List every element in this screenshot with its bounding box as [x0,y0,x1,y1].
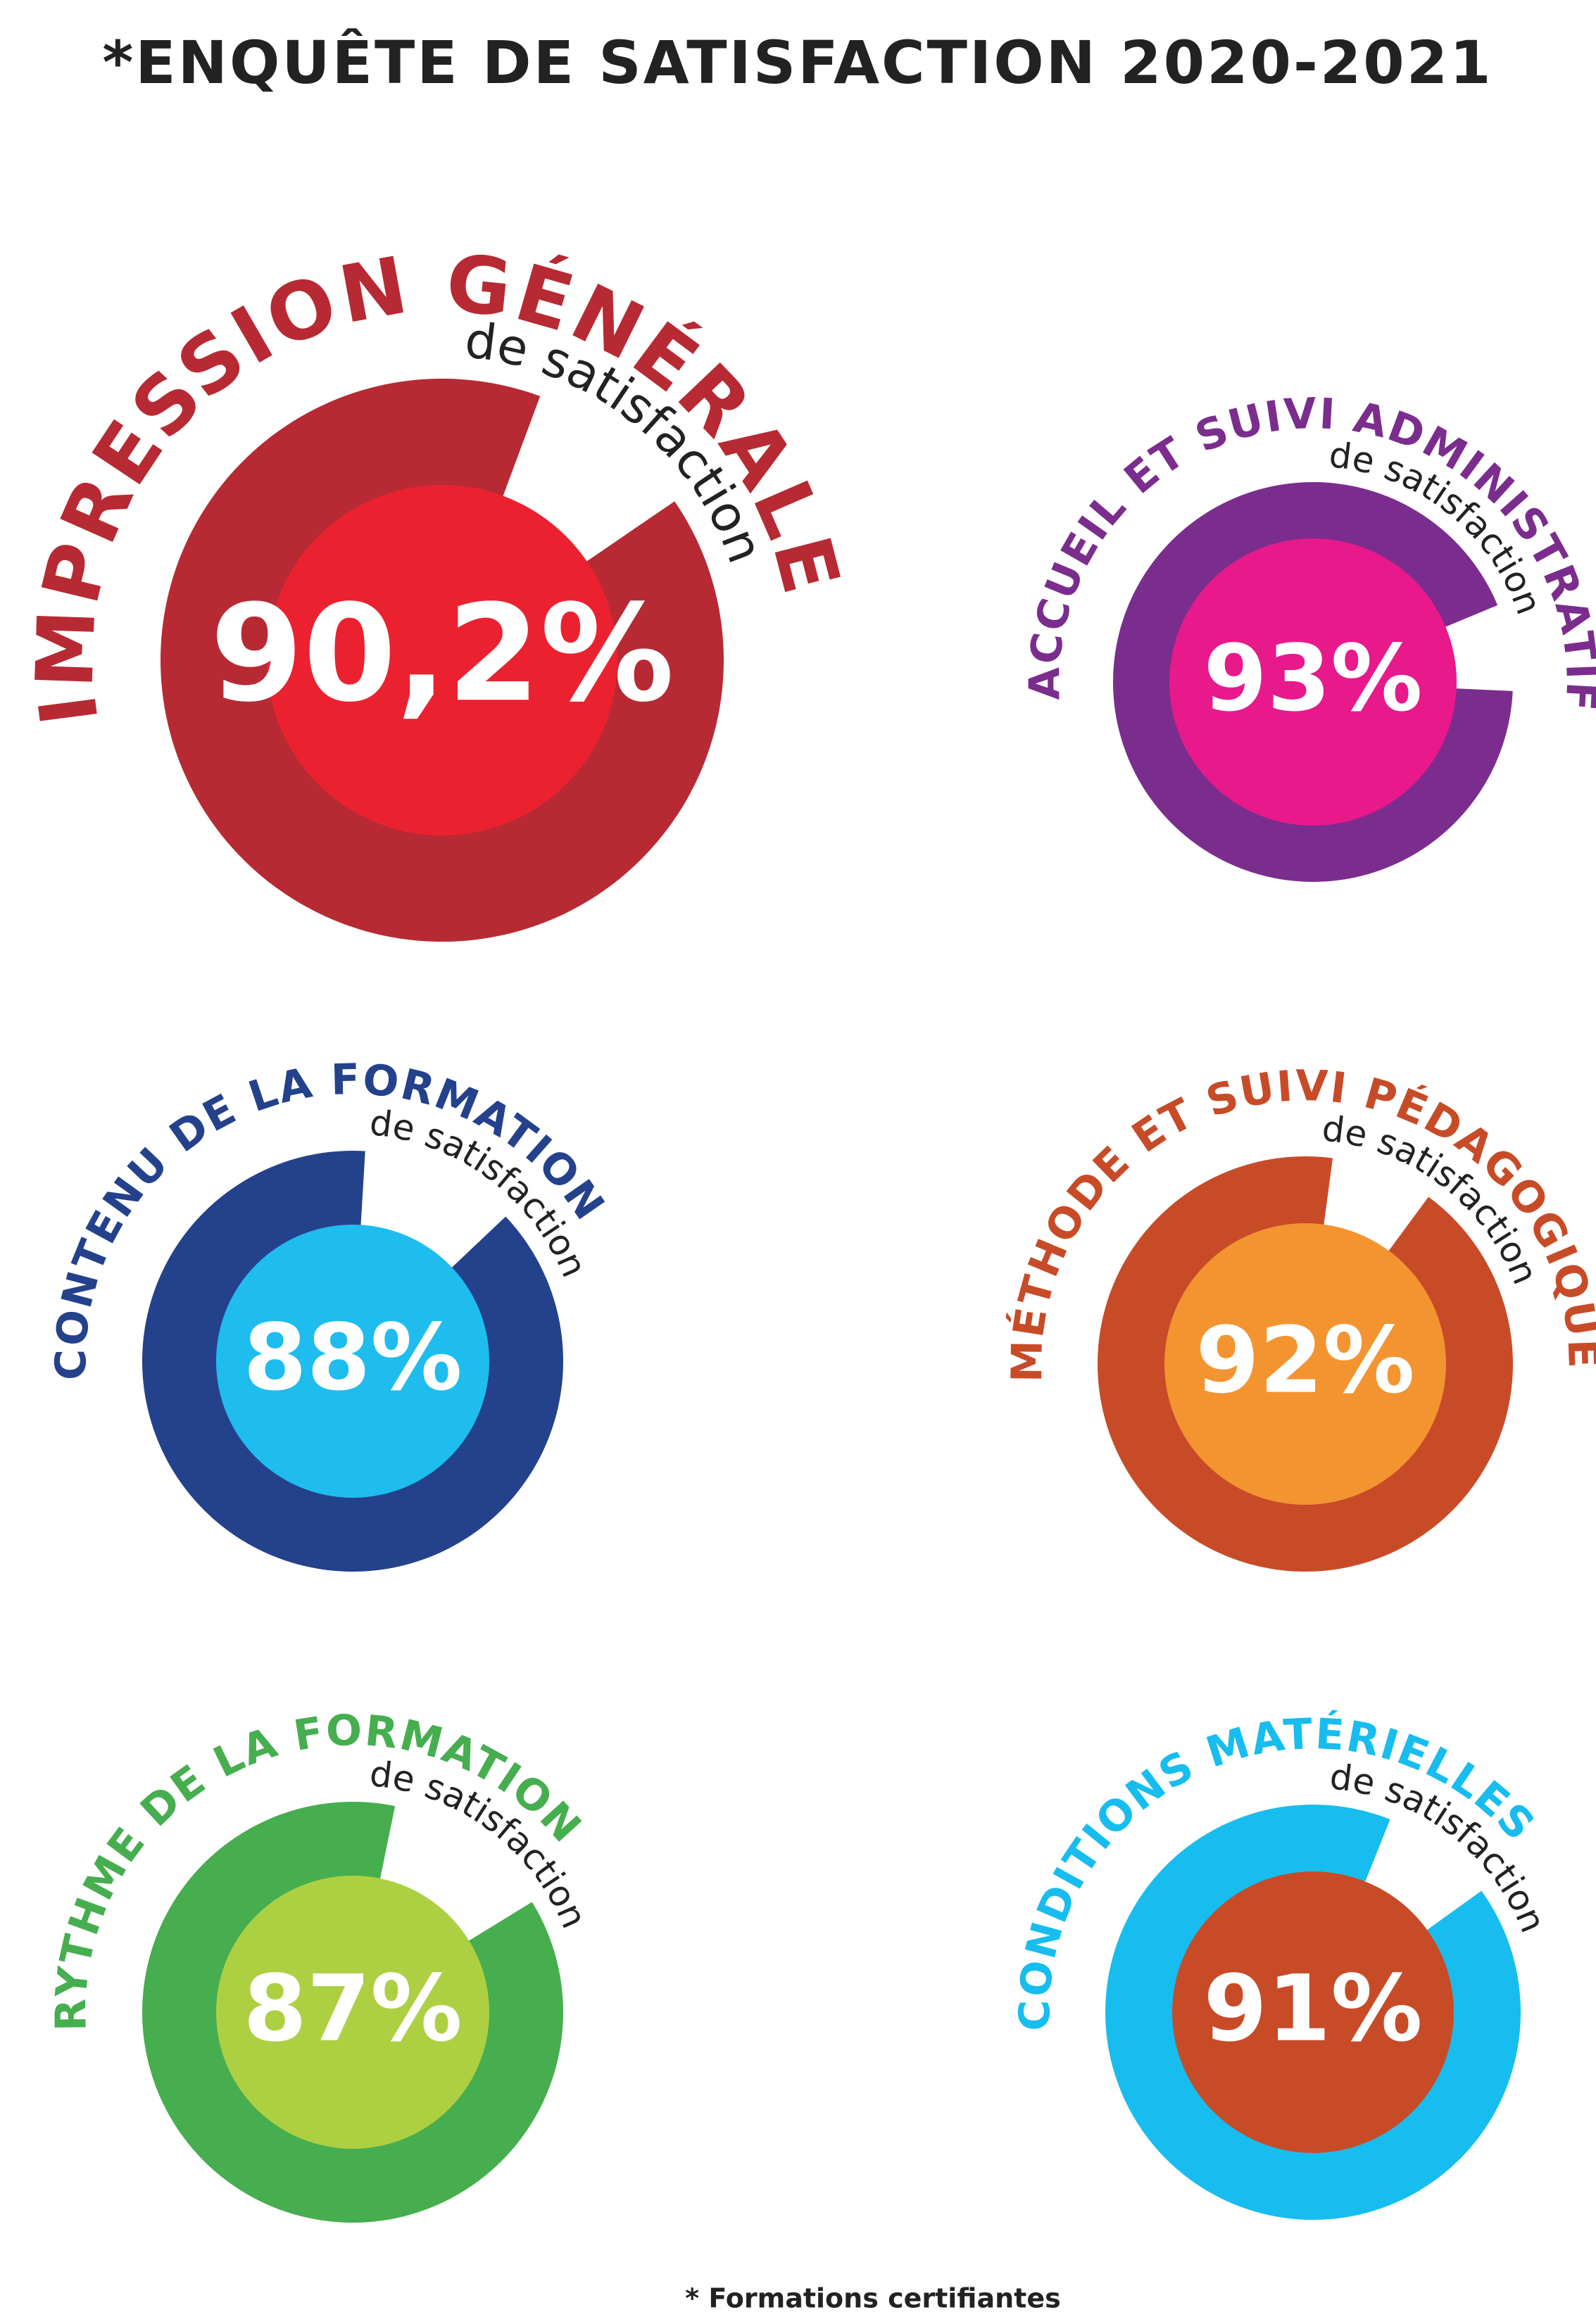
value-label: 91% [1203,1955,1422,2062]
donut-arc [142,1801,564,2223]
donut-center [216,1876,489,2149]
donut-center [216,1225,489,1498]
donut-center [267,485,617,835]
donut-center [1172,1871,1454,2153]
donut-center [1164,1223,1446,1505]
page-title: *ENQUÊTE DE SATISFACTION 2020-2021 [102,28,1493,97]
donut-chart: 92%MÉTHODE ET SUIVI PÉDAGOGIQUEde satisf… [1003,1061,1596,1572]
value-label: 88% [243,1304,462,1411]
donut-arc [142,1151,563,1572]
donut-arc [1098,1156,1514,1572]
footnote: * Formations certifiantes [685,2283,1060,2314]
donut-arc [160,378,724,942]
donut-arc [1105,1805,1521,2220]
donut-center [1169,538,1457,826]
value-label: 87% [243,1955,462,2062]
value-label: 92% [1195,1307,1414,1414]
donut-chart: 93%ACCUEIL ET SUIVI ADMINISTRATIFde sati… [1020,389,1596,883]
value-label: 93% [1203,625,1422,732]
value-label: 90,2% [210,576,674,731]
